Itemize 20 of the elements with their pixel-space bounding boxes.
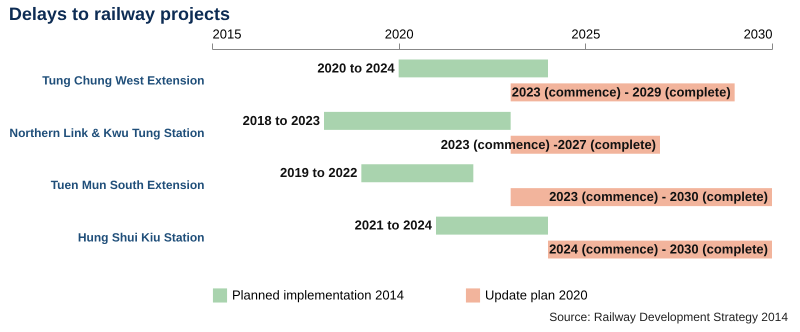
chart-title: Delays to railway projects xyxy=(8,4,230,24)
legend-label: Planned implementation 2014 xyxy=(232,287,404,302)
x-tick-label: 2030 xyxy=(744,26,772,42)
annotation: 2023 (commence) - 2029 (complete) xyxy=(512,84,731,100)
y-tick-label: Tung Chung West Extension xyxy=(42,73,204,88)
y-tick-label: Hung Shui Kiu Station xyxy=(78,230,204,245)
annotation: 2023 (commence) - 2030 (complete) xyxy=(549,189,768,204)
x-tick-label: 2015 xyxy=(212,26,242,42)
source-note: Source: Railway Development Strategy 2014 xyxy=(549,310,788,324)
annotation: 2020 to 2024 xyxy=(317,60,396,76)
annotation: 2023 (commence) -2027 (complete) xyxy=(440,136,656,152)
annotation: 2019 to 2022 xyxy=(280,165,358,180)
x-tick-label: 2025 xyxy=(571,26,600,42)
y-tick-label: Northern Link & Kwu Tung Station xyxy=(9,126,204,140)
legend-label: Update plan 2020 xyxy=(485,287,588,302)
annotation: 2018 to 2023 xyxy=(242,112,320,128)
annotation: 2024 (commence) - 2030 (complete) xyxy=(549,242,768,257)
annotation: 2021 to 2024 xyxy=(354,218,433,233)
x-tick-label: 2020 xyxy=(384,26,414,42)
y-tick-label: Tuen Mun South Extension xyxy=(50,178,204,192)
